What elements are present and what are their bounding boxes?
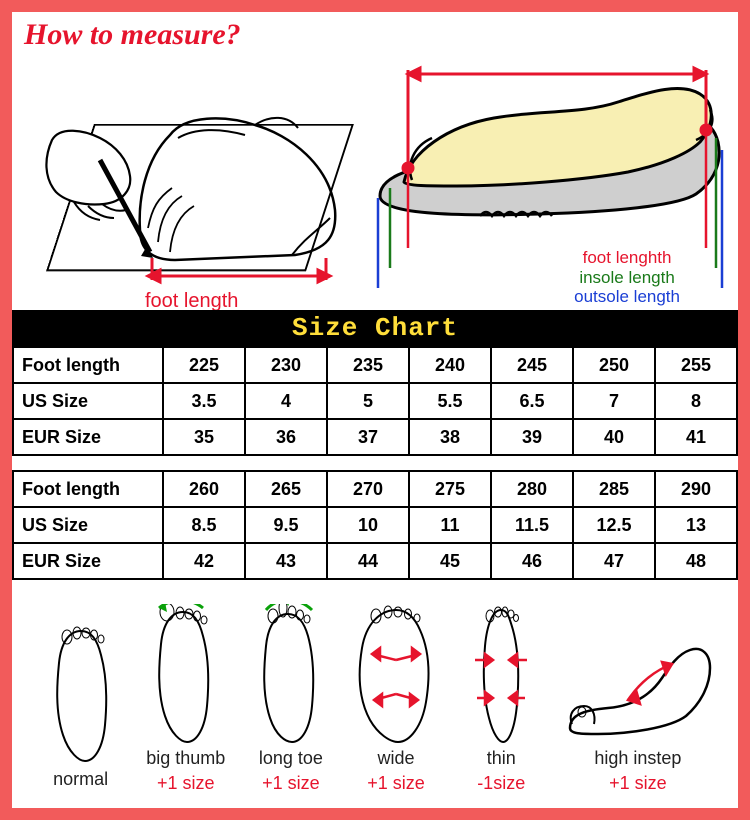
table-row: US Size 3.5 4 5 5.5 6.5 7 8 bbox=[13, 383, 737, 419]
table-row: Foot length 260 265 270 275 280 285 290 bbox=[13, 471, 737, 507]
size-table-part1: Foot length 225 230 235 240 245 250 255 … bbox=[12, 346, 738, 456]
foot-length-label: foot length bbox=[145, 290, 238, 310]
foot-type-wide: wide +1 size bbox=[343, 604, 448, 794]
row-head-us: US Size bbox=[13, 383, 163, 419]
title: How to measure? bbox=[24, 18, 241, 52]
foot-type-row: normal big thumb +1 size bbox=[12, 592, 738, 802]
insole-length-label: insole length bbox=[574, 268, 680, 288]
foot-type-high-instep: high instep +1 size bbox=[554, 624, 722, 794]
tracing-illustration: foot length bbox=[30, 80, 350, 310]
foot-icon bbox=[41, 625, 121, 765]
size-chart-heading: Size Chart bbox=[12, 310, 738, 346]
foot-side-icon bbox=[558, 624, 718, 744]
foot-type-normal: normal bbox=[28, 625, 133, 794]
shoe-dimension-illustration: foot lenghth insole length outsole lengt… bbox=[360, 60, 730, 310]
size-table-part2: Foot length 260 265 270 275 280 285 290 … bbox=[12, 470, 738, 580]
foot-type-big-thumb: big thumb +1 size bbox=[133, 604, 238, 794]
foot-icon bbox=[141, 604, 231, 744]
row-head-eur: EUR Size bbox=[13, 419, 163, 455]
measure-diagrams: foot length bbox=[20, 60, 730, 310]
row-head-foot-length: Foot length bbox=[13, 347, 163, 383]
dimension-labels: foot lenghth insole length outsole lengt… bbox=[574, 248, 680, 307]
foot-type-thin: thin -1size bbox=[449, 604, 554, 794]
foot-and-hand-sketch bbox=[30, 80, 350, 310]
foot-length-label-2: foot lenghth bbox=[574, 248, 680, 268]
foot-icon bbox=[348, 604, 444, 744]
foot-type-long-toe: long toe +1 size bbox=[238, 604, 343, 794]
foot-icon bbox=[246, 604, 336, 744]
table-row: US Size 8.5 9.5 10 11 11.5 12.5 13 bbox=[13, 507, 737, 543]
table-row: Foot length 225 230 235 240 245 250 255 bbox=[13, 347, 737, 383]
table-row: EUR Size 35 36 37 38 39 40 41 bbox=[13, 419, 737, 455]
foot-icon bbox=[463, 604, 539, 744]
size-chart-infographic: How to measure? bbox=[0, 0, 750, 820]
table-row: EUR Size 42 43 44 45 46 47 48 bbox=[13, 543, 737, 579]
outsole-length-label: outsole length bbox=[574, 287, 680, 307]
